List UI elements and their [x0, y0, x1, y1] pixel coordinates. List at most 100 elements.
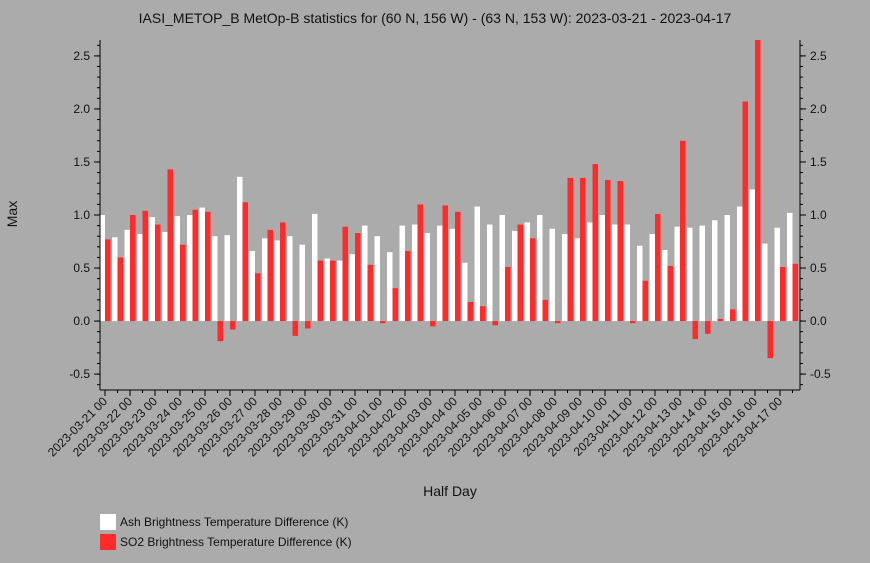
bar-ash-42 — [624, 224, 630, 322]
bar-so2-22 — [380, 321, 386, 324]
bar-ash-13 — [262, 238, 268, 322]
bar-so2-13 — [267, 229, 273, 322]
bar-so2-54 — [780, 266, 786, 322]
y-tick-label-left: 2.5 — [73, 49, 90, 63]
bar-so2-52 — [755, 40, 761, 322]
bar-so2-5 — [167, 169, 173, 322]
bar-ash-21 — [362, 225, 368, 322]
legend-label-ash: Ash Brightness Temperature Difference (K… — [120, 515, 349, 529]
bar-ash-35 — [537, 215, 543, 322]
bar-ash-20 — [349, 254, 355, 322]
y-tick-label-right: -0.5 — [810, 367, 831, 381]
y-tick-label-right: 1.5 — [810, 155, 827, 169]
bar-so2-1 — [117, 257, 123, 322]
bar-so2-51 — [742, 101, 748, 322]
bar-ash-45 — [662, 250, 668, 322]
bar-so2-27 — [442, 205, 448, 322]
bar-so2-28 — [455, 211, 461, 322]
bar-ash-49 — [712, 220, 718, 322]
x-axis-label: Half Day — [423, 483, 477, 499]
bar-ash-22 — [374, 236, 380, 322]
bar-ash-33 — [512, 230, 518, 322]
legend-label-so2: SO2 Brightness Temperature Difference (K… — [120, 535, 352, 549]
legend-swatch-ash — [100, 514, 116, 530]
bar-ash-18 — [324, 258, 330, 322]
bar-so2-44 — [655, 213, 661, 322]
bar-ash-25 — [412, 224, 418, 322]
bar-ash-6 — [174, 216, 180, 322]
bar-so2-17 — [317, 260, 323, 322]
bar-so2-18 — [330, 260, 336, 322]
bar-ash-3 — [137, 234, 143, 322]
bar-ash-31 — [487, 224, 493, 322]
y-tick-label-left: 0.5 — [73, 261, 90, 275]
bar-ash-48 — [699, 225, 705, 322]
chart-title: IASI_METOP_B MetOp-B statistics for (60 … — [138, 10, 732, 26]
bar-so2-39 — [592, 164, 598, 322]
y-tick-label-right: 2.5 — [810, 49, 827, 63]
y-tick-label-right: 2.0 — [810, 102, 827, 116]
y-tick-label-left: 1.0 — [73, 208, 90, 222]
y-tick-label-right: 0.0 — [810, 314, 827, 328]
bar-so2-38 — [580, 177, 586, 322]
bar-so2-7 — [192, 209, 198, 322]
bar-ash-46 — [674, 226, 680, 322]
y-tick-label-right: 0.5 — [810, 261, 827, 275]
bar-ash-2 — [124, 229, 130, 322]
bar-ash-55 — [787, 212, 793, 322]
bar-ash-5 — [162, 231, 168, 322]
bar-ash-8 — [199, 207, 205, 322]
bar-so2-42 — [630, 321, 636, 324]
bar-ash-40 — [599, 215, 605, 322]
bar-ash-32 — [499, 215, 505, 322]
legend-item-ash: Ash Brightness Temperature Difference (K… — [100, 512, 352, 532]
bar-so2-43 — [642, 280, 648, 322]
bar-so2-23 — [392, 288, 398, 322]
bar-ash-41 — [612, 224, 618, 322]
bar-ash-34 — [524, 222, 530, 322]
bar-so2-9 — [217, 321, 223, 342]
bar-ash-36 — [549, 228, 555, 322]
bar-ash-1 — [112, 237, 118, 322]
bar-so2-4 — [155, 224, 161, 322]
bar-so2-30 — [480, 306, 486, 322]
bar-ash-47 — [687, 227, 693, 322]
bar-ash-23 — [387, 252, 393, 322]
y-tick-label-left: 1.5 — [73, 155, 90, 169]
bar-so2-2 — [130, 215, 136, 322]
bar-so2-46 — [680, 140, 686, 322]
bar-ash-43 — [637, 245, 643, 322]
bar-ash-0 — [99, 215, 105, 322]
bar-so2-11 — [242, 202, 248, 322]
bar-so2-32 — [505, 266, 511, 322]
bar-ash-14 — [274, 240, 280, 322]
bar-ash-54 — [774, 227, 780, 322]
bar-ash-50 — [724, 215, 730, 322]
bar-ash-26 — [424, 233, 430, 322]
bar-so2-14 — [280, 222, 286, 322]
bar-so2-26 — [430, 321, 436, 327]
bar-ash-12 — [249, 251, 255, 322]
bar-ash-30 — [474, 206, 480, 322]
bar-so2-21 — [367, 264, 373, 322]
bar-ash-37 — [562, 234, 568, 322]
bar-ash-38 — [574, 238, 580, 322]
bar-ash-29 — [462, 262, 468, 322]
legend-item-so2: SO2 Brightness Temperature Difference (K… — [100, 532, 352, 552]
bar-so2-40 — [605, 180, 611, 322]
bar-ash-24 — [399, 225, 405, 322]
bar-so2-29 — [467, 301, 473, 322]
bar-so2-33 — [517, 224, 523, 322]
bar-so2-10 — [230, 321, 236, 330]
bar-ash-28 — [449, 228, 455, 322]
bar-so2-12 — [255, 273, 261, 322]
bar-ash-52 — [749, 189, 755, 322]
bar-ash-10 — [224, 235, 230, 322]
bar-so2-50 — [730, 309, 736, 322]
bar-so2-15 — [292, 321, 298, 336]
bar-ash-17 — [312, 213, 318, 322]
bar-so2-20 — [355, 233, 361, 322]
bar-so2-25 — [417, 204, 423, 322]
y-tick-label-left: -0.5 — [69, 367, 90, 381]
